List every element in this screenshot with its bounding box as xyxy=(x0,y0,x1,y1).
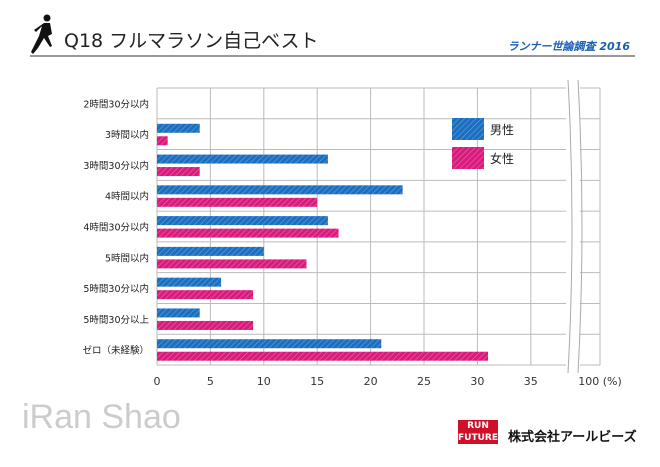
bar-male xyxy=(157,154,328,164)
category-label: 4時間30分以内 xyxy=(83,222,149,234)
bar-chart: 0 5 10 15 20 25 30 35 100 (%) 2時間30分以内 3時間以内 3時間30分… xyxy=(82,79,622,388)
legend-swatch xyxy=(452,118,484,140)
bar-male xyxy=(157,216,328,226)
run-future-logo: RUN FUTURE xyxy=(458,420,498,444)
page-title: Q18 フルマラソン自己ベスト xyxy=(64,30,319,52)
watermark-logo: iRan Shao xyxy=(22,398,181,436)
x-tick-label: 0 xyxy=(154,375,161,388)
x-tick-label: 15 xyxy=(310,375,324,388)
bar-female xyxy=(157,320,254,330)
category-label: ゼロ（未経験） xyxy=(82,345,149,357)
bar-male xyxy=(157,123,200,133)
bar-female xyxy=(157,228,339,238)
bar-male xyxy=(157,246,264,256)
category-label: 4時間以内 xyxy=(105,191,149,203)
x-tick-label: 100 (%) xyxy=(578,375,622,388)
runner-icon xyxy=(31,14,52,54)
category-label: 3時間30分以内 xyxy=(83,160,149,172)
bar-male xyxy=(157,185,403,195)
x-tick-label: 25 xyxy=(417,375,431,388)
axis-break xyxy=(566,80,580,373)
bar-male xyxy=(157,339,382,349)
bar-female xyxy=(157,351,489,361)
bar-female xyxy=(157,167,200,177)
legend-label: 男性 xyxy=(490,123,514,137)
bar-female xyxy=(157,259,307,269)
category-label: 5時間30分以上 xyxy=(83,315,149,326)
bar-male xyxy=(157,277,222,287)
x-tick-label: 35 xyxy=(524,375,538,388)
bar-female xyxy=(157,136,168,146)
company-name: 株式会社アールビーズ xyxy=(508,430,637,445)
bar-male xyxy=(157,308,200,318)
category-label: 5時間30分以内 xyxy=(83,283,149,295)
bar-female xyxy=(157,197,318,207)
survey-label: ランナー世論調査 2016 xyxy=(507,40,630,53)
legend-swatch xyxy=(452,147,484,169)
x-tick-label: 20 xyxy=(364,375,378,388)
x-tick-label: 30 xyxy=(470,375,484,388)
axis-break-curve xyxy=(567,79,583,374)
legend-label: 女性 xyxy=(490,151,514,166)
category-label: 5時間以内 xyxy=(105,252,149,264)
category-label: 2時間30分以内 xyxy=(83,98,149,110)
x-tick-label: 5 xyxy=(207,375,214,388)
title-divider xyxy=(30,55,635,57)
bar-female xyxy=(157,290,254,300)
category-label: 3時間以内 xyxy=(105,129,149,141)
x-tick-label: 10 xyxy=(257,375,271,388)
